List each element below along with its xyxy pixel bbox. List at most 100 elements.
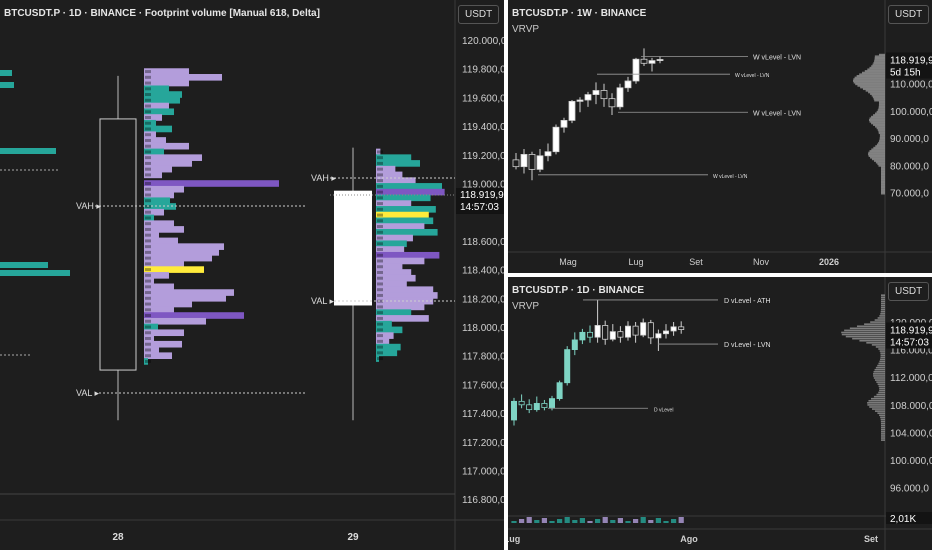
footprint-bar-28-value <box>145 314 151 318</box>
footprint-bar-28 <box>144 340 182 348</box>
daily-vrvp-bar <box>881 435 885 437</box>
daily-vrvp-bar <box>873 395 885 398</box>
footprint-bar-28 <box>144 260 184 268</box>
daily-vrvp-bar <box>876 381 885 383</box>
weekly-price-tick-label: 80.000,0 <box>890 161 929 172</box>
weekly-vrvp-bar <box>881 182 885 185</box>
daily-vrvp-bar <box>874 319 885 321</box>
weekly-vrvp-bar <box>873 146 885 149</box>
footprint-bar-29 <box>376 160 420 167</box>
daily-currency-button[interactable]: USDT <box>888 282 930 301</box>
footprint-bar-29-value <box>377 179 383 183</box>
weekly-vrvp-bar <box>881 172 885 175</box>
footprint-bar-29 <box>376 320 392 328</box>
daily-vrvp-bar <box>878 348 885 350</box>
footprint-bar-28 <box>144 249 219 256</box>
daily-vrvp-bar <box>880 306 885 309</box>
weekly-vrvp-bar <box>881 169 885 172</box>
daily-vrvp-bar <box>841 333 885 336</box>
footprint-bar-28 <box>144 96 180 104</box>
footprint-bar-28 <box>144 317 206 325</box>
footprint-bar-29-value <box>377 242 383 246</box>
footprint-bar-29-value <box>377 334 383 338</box>
candle-body <box>334 190 372 306</box>
weekly-chart[interactable]: W vLevel - LVN W vLevel - LVN W vLevel - L… <box>508 0 932 273</box>
price-tick-label: 118.400,0 <box>462 266 504 277</box>
weekly-vrvp-bar <box>875 161 885 164</box>
footprint-chart[interactable]: VAH ▸ VAL ▸ VAH ▸ VAL ▸ 120.000,0 119.800,0 11… <box>0 0 504 550</box>
countdown-label: 14:57:03 <box>460 202 499 213</box>
weekly-currency-button[interactable]: USDT <box>888 5 930 24</box>
weekly-candle-body <box>584 94 592 101</box>
daily-vrvp-bar <box>852 337 885 340</box>
left-currency-button[interactable]: USDT <box>458 5 500 24</box>
weekly-candle-body <box>656 59 664 61</box>
footprint-bar-28-value <box>145 222 151 226</box>
weekly-vrvp-bar <box>873 97 885 100</box>
footprint-bar-29 <box>376 228 438 236</box>
daily-vrvp-bar <box>873 375 885 377</box>
daily-vrvp-bar <box>881 433 885 435</box>
weekly-vrvp-bar <box>881 168 885 171</box>
weekly-vrvp-bar <box>874 57 885 60</box>
weekly-price-tick-label: 100.000,0 <box>890 107 932 118</box>
footprint-bar-29-value <box>377 270 383 274</box>
weekly-vrvp-bar <box>878 164 885 167</box>
footprint-bar-28 <box>144 358 148 365</box>
weekly-vrvp-bar <box>876 143 885 146</box>
daily-volume-badge <box>886 512 932 524</box>
weekly-vrvp-bar <box>854 76 885 79</box>
weekly-vlevel-label: W vLevel - LVN <box>735 73 770 79</box>
daily-vrvp-bar <box>868 399 885 402</box>
daily-volume-bar <box>655 518 661 523</box>
footprint-bar-29-value <box>377 265 383 269</box>
daily-vrvp-bar <box>881 294 885 296</box>
footprint-bar-28-value <box>145 354 151 358</box>
footprint-bar-29 <box>376 309 412 316</box>
weekly-vlevel-label: W vLevel - LVN <box>753 55 801 62</box>
daily-vrvp-bar <box>879 315 885 317</box>
daily-vrvp-bar <box>880 358 885 361</box>
footprint-bar-29-value <box>377 288 383 292</box>
prev-day-footprint-bar <box>0 148 56 154</box>
footprint-bar-29-value <box>377 305 383 309</box>
weekly-candle-body <box>616 87 624 108</box>
footprint-bar-28-value <box>145 87 151 91</box>
footprint-bar-28-value <box>145 308 151 312</box>
footprint-bar-28-value <box>145 115 151 119</box>
footprint-bar-28 <box>144 125 172 133</box>
weekly-chart-pane[interactable]: W vLevel - LVN W vLevel - LVN W vLevel - L… <box>508 0 932 273</box>
weekly-candle-body <box>632 58 640 82</box>
daily-vrvp-bar <box>875 346 885 348</box>
daily-volume-bar <box>663 521 669 523</box>
footprint-bar-28 <box>144 220 174 227</box>
footprint-bar-29 <box>376 154 412 161</box>
footprint-bar-29-value <box>377 282 383 286</box>
footprint-bar-28-value <box>145 167 151 171</box>
footprint-bar-29-value <box>377 173 383 177</box>
daily-candle-body <box>579 331 586 341</box>
daily-candle-body <box>511 400 517 421</box>
footprint-chart-pane[interactable]: VAH ▸ VAL ▸ VAH ▸ VAL ▸ 120.000,0 119.800,0 11… <box>0 0 504 550</box>
weekly-vrvp-bar <box>869 66 885 69</box>
footprint-bar-29 <box>376 338 390 345</box>
weekly-vrvp-bar <box>874 159 885 162</box>
daily-vrvp-bar <box>880 302 885 305</box>
daily-candle-body <box>655 333 662 339</box>
prev-day-footprint-bar <box>0 270 70 276</box>
daily-price-tick-label: 96.000,0 <box>890 484 929 495</box>
footprint-bar-28-value <box>145 273 151 277</box>
footprint-bar-29-value <box>377 196 383 200</box>
daily-vrvp-bar <box>880 431 885 433</box>
prev-day-footprint-bar <box>0 70 12 76</box>
daily-candle-body <box>662 330 669 335</box>
daily-vrvp-bar <box>879 350 885 352</box>
daily-vrvp-bar <box>859 339 885 342</box>
daily-vrvp-bar <box>879 389 885 392</box>
weekly-vrvp-bar <box>873 61 885 64</box>
weekly-vrvp-bar <box>878 141 885 144</box>
daily-candle-body <box>625 325 632 338</box>
footprint-bar-28 <box>144 277 154 285</box>
